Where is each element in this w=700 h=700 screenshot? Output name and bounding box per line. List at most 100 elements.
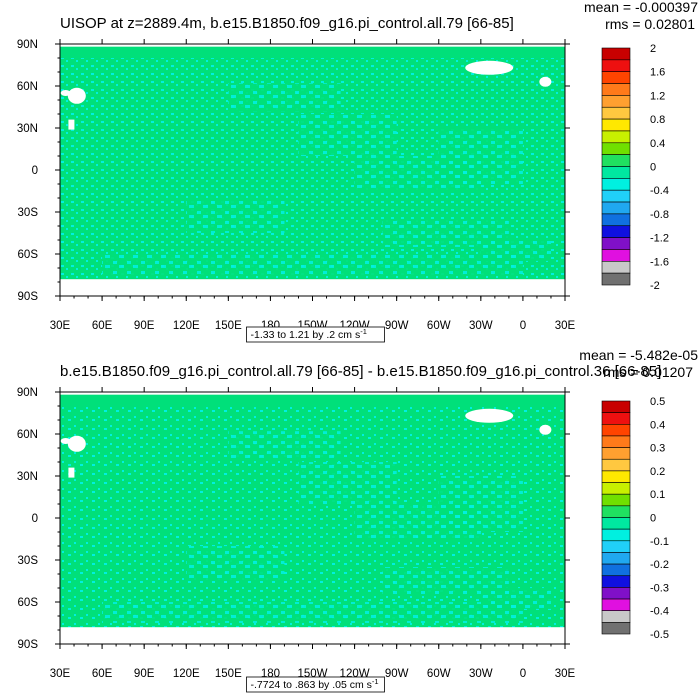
colorbar-swatch	[601, 575, 631, 588]
colorbar-label: 0	[650, 513, 656, 525]
colorbar-swatch	[601, 178, 631, 191]
contour-info-text: -1.33 to 1.21 by .2 cm s-1	[251, 327, 367, 341]
mean-stat: mean = -0.000397	[584, 0, 698, 15]
x-tick-label: 90W	[385, 320, 409, 332]
colorbar-swatch	[601, 118, 631, 132]
colorbar-swatch	[601, 83, 631, 96]
contour-info-unit-exp: -1	[372, 677, 379, 686]
colorbar-swatch	[601, 225, 631, 238]
x-tick-label: 90W	[385, 668, 409, 680]
landmask-west	[67, 435, 86, 452]
greenland-mask	[465, 60, 514, 75]
x-tick-label: 0	[520, 320, 526, 332]
y-tick-label: 60S	[18, 249, 39, 261]
landmask-arctic	[539, 424, 552, 435]
colorbar-swatch	[601, 59, 631, 72]
y-tick-label: 90S	[18, 291, 39, 303]
x-tick-label: 30W	[469, 668, 493, 680]
x-tick-label: 150E	[215, 668, 242, 680]
field-patch	[186, 546, 285, 581]
y-tick-label: 60N	[17, 429, 38, 441]
colorbar-label: 0.1	[650, 489, 665, 501]
panel-title: b.e15.B1850.f09_g16.pi_control.all.79 [6…	[60, 363, 661, 380]
colorbar-swatch	[601, 260, 631, 274]
x-tick-label: 60W	[427, 320, 451, 332]
field-patch	[438, 128, 523, 184]
landmask-arabia	[68, 119, 75, 130]
y-tick-label: 30N	[17, 471, 38, 483]
landmask-arabia	[68, 467, 75, 478]
greenland-mask	[465, 408, 514, 423]
contour-info: -1.33 to 1.21 by .2 cm s-1	[246, 326, 385, 343]
colorbar-swatch	[601, 166, 631, 179]
colorbar-swatch	[601, 237, 631, 250]
colorbar-swatch	[601, 249, 631, 262]
x-tick-label: 60E	[92, 668, 113, 680]
y-tick-label: 60N	[17, 81, 38, 93]
colorbar-label: -0.3	[650, 582, 669, 594]
field-patch	[186, 198, 285, 233]
colorbar-swatch	[601, 622, 631, 635]
colorbar-swatch	[601, 505, 631, 518]
colorbar-swatch	[601, 493, 631, 507]
mean-stat: mean = -5.482e-05	[579, 347, 698, 363]
field-layer	[60, 394, 565, 628]
colorbar-label: -1.6	[650, 256, 669, 268]
colorbar-swatch	[601, 412, 631, 425]
colorbar-label: -0.4	[650, 185, 669, 197]
colorbar-swatch	[601, 517, 631, 530]
colorbar-swatch	[601, 95, 631, 108]
colorbar-swatch	[601, 213, 631, 227]
landmask-arctic	[539, 76, 552, 87]
colorbar-swatch	[601, 610, 631, 623]
field-patch	[298, 462, 397, 504]
colorbar-label: -2	[650, 280, 660, 292]
colorbar-label: 0.8	[650, 114, 665, 126]
x-tick-label: 120E	[173, 320, 200, 332]
landmask-west	[60, 438, 71, 444]
field-patch	[438, 476, 523, 532]
contour-info: -.7724 to .863 by .05 cm s-1	[246, 676, 385, 693]
colorbar-label: 0.3	[650, 443, 665, 455]
colorbar-swatch	[601, 154, 631, 167]
colorbar-label: -1.2	[650, 233, 669, 245]
colorbar-label: 2	[650, 43, 656, 55]
colorbar: 2 1.6 1.2 0.8 0.4 0 -0.4 -0.8 -1.2 -1.6 -2	[601, 43, 669, 292]
y-tick-label: 30S	[18, 555, 39, 567]
colorbar-label: -0.5	[650, 629, 669, 641]
colorbar-label: 1.2	[650, 90, 665, 102]
colorbar-swatch	[601, 552, 631, 565]
panel-1: UISOP at z=2889.4m, b.e15.B1850.f09_g16.…	[17, 0, 698, 343]
x-tick-label: 30E	[555, 320, 576, 332]
x-tick-label: 30E	[555, 668, 576, 680]
colorbar-swatch	[601, 201, 631, 215]
contour-info-box	[246, 326, 385, 343]
landmask-west	[67, 87, 86, 104]
colorbar-swatch	[601, 106, 631, 120]
y-tick-label: 30N	[17, 123, 38, 135]
y-tick-label: 90N	[17, 39, 38, 51]
x-tick-label: 90E	[134, 668, 155, 680]
colorbar-swatch	[601, 423, 631, 437]
field-patch	[102, 602, 523, 623]
colorbar-swatch	[601, 598, 631, 611]
colorbar-label: 0.5	[650, 396, 665, 408]
x-tick-label: 150E	[215, 320, 242, 332]
colorbar-label: 1.6	[650, 67, 665, 79]
colorbar-label: -0.4	[650, 606, 669, 618]
colorbar-swatch	[601, 587, 631, 600]
panel-title: UISOP at z=2889.4m, b.e15.B1850.f09_g16.…	[60, 15, 514, 32]
colorbar-swatch	[601, 458, 631, 472]
colorbar-swatch	[601, 482, 631, 495]
rms-stat: rms = 0.02801	[605, 16, 695, 32]
panel-2: b.e15.B1850.f09_g16.pi_control.all.79 [6…	[17, 347, 698, 693]
colorbar-label: 0.4	[650, 419, 665, 431]
x-tick-label: 0	[520, 668, 526, 680]
colorbar-swatch	[601, 435, 631, 448]
colorbar-swatch	[601, 189, 631, 203]
colorbar: 0.5 0.4 0.3 0.2 0.1 0 -0.1 -0.2 -0.3 -0.4 -0.5	[601, 396, 669, 641]
y-tick-label: 90N	[17, 387, 38, 399]
landmask-west	[60, 90, 71, 96]
field-layer	[60, 46, 565, 280]
